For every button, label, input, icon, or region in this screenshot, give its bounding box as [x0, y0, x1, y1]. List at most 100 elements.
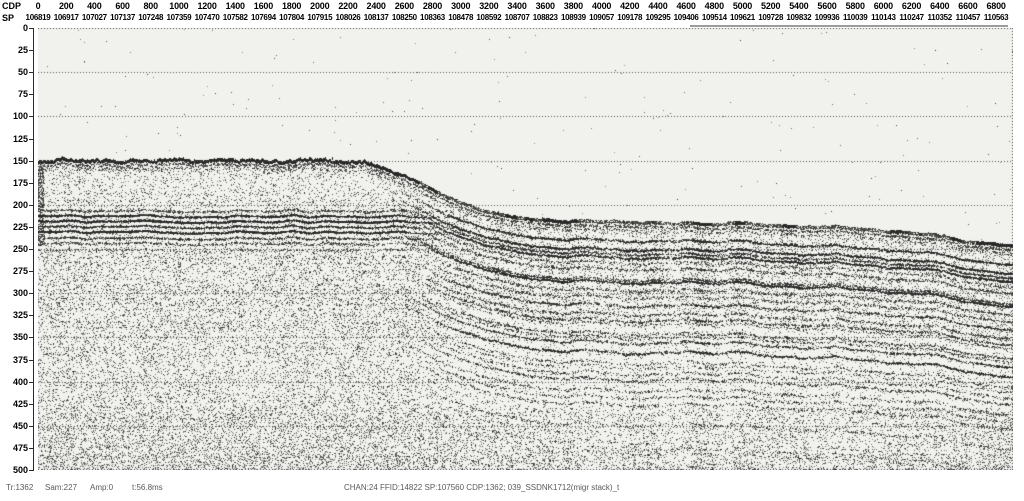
cdp-header-value: 2200 [338, 1, 358, 11]
sp-header-value: 107359 [166, 13, 192, 22]
cdp-header-value: 3000 [451, 1, 471, 11]
time-axis-tick [29, 249, 33, 250]
sp-header-value: 109621 [730, 13, 755, 22]
sp-header-value: 110143 [871, 13, 896, 22]
cdp-header-value: 4600 [676, 1, 696, 11]
time-axis-tick [29, 50, 33, 51]
sp-header-value: 108707 [504, 13, 530, 22]
time-axis-tick-label: 275 [12, 266, 28, 276]
cdp-header-value: 1200 [197, 1, 217, 11]
cdp-header-value: 4800 [704, 1, 724, 11]
cdp-header-value: 4000 [591, 1, 612, 11]
cdp-header-value: 3400 [507, 1, 527, 11]
cdp-header-value: 400 [87, 1, 102, 11]
status-trace-header-info: CHAN:24 FFID:14822 SP:107560 CDP:1362; 0… [344, 483, 620, 492]
time-axis-tick [29, 315, 33, 316]
cdp-header-value: 600 [115, 1, 130, 11]
time-axis-tick-label: 100 [12, 111, 28, 121]
cdp-header-value: 6800 [986, 1, 1006, 11]
cdp-axis-label: CDP [2, 1, 22, 11]
cdp-header-value: 6600 [958, 1, 978, 11]
time-axis-tick-label: 75 [17, 89, 28, 99]
sp-header-value: 109514 [701, 13, 727, 22]
time-axis-tick-label: 475 [12, 443, 28, 453]
time-axis-tick-label: 250 [12, 244, 28, 254]
time-axis-tick-label: 425 [12, 399, 28, 409]
cdp-header-value: 2600 [394, 1, 414, 11]
sp-axis-label: SP [2, 13, 15, 23]
cdp-header-value: 6000 [873, 1, 893, 11]
time-axis-tick [29, 293, 33, 294]
time-axis-tick-label: 125 [12, 134, 28, 144]
cdp-header-value: 4200 [620, 1, 640, 11]
cdp-header-value: 6200 [901, 1, 922, 11]
cdp-header-value: 1000 [169, 1, 189, 11]
time-axis-tick-label: 450 [12, 421, 28, 431]
time-axis-tick-label: 150 [12, 156, 28, 166]
sp-header-value: 107137 [110, 13, 135, 22]
time-axis-tick-label: 50 [17, 67, 28, 77]
cdp-header-value: 3800 [563, 1, 583, 11]
sp-header-value: 110352 [927, 13, 952, 22]
time-axis-tick [29, 139, 33, 140]
time-axis-tick [29, 426, 33, 427]
status-time: t:56.8ms [132, 483, 163, 492]
sp-header-value: 109406 [673, 13, 699, 22]
sp-header-value: 108823 [532, 13, 558, 22]
sp-header-value: 109057 [589, 13, 615, 22]
sp-header-value: 108363 [420, 13, 445, 22]
time-axis-tick-label: 175 [12, 178, 28, 188]
sp-header-value: 107804 [279, 13, 305, 22]
seismic-plot-area [38, 28, 1013, 470]
sp-header-value: 108026 [335, 13, 361, 22]
sp-header-value: 107248 [138, 13, 164, 22]
time-axis-tick [29, 448, 33, 449]
time-axis-tick [29, 94, 33, 95]
time-axis-tick-label: 25 [17, 45, 28, 55]
status-sample: Sam:227 [45, 483, 78, 492]
cdp-header-value: 1400 [225, 1, 245, 11]
cdp-header-value: 800 [143, 1, 158, 11]
sp-header-value: 109936 [814, 13, 840, 22]
time-axis-tick [29, 271, 33, 272]
time-axis-tick-label: 500 [12, 465, 28, 475]
time-axis-tick-label: 0 [22, 23, 28, 33]
cdp-header-value: 2400 [366, 1, 386, 11]
sp-header-value: 106917 [53, 13, 79, 22]
time-axis-tick [29, 470, 33, 471]
time-axis-line [33, 28, 34, 471]
header-extent-bar [690, 25, 1008, 27]
cdp-header-value: 0 [35, 1, 41, 11]
cdp-header-value: 3600 [535, 1, 555, 11]
time-axis-tick-label: 400 [12, 377, 28, 387]
cdp-header-value: 4400 [648, 1, 668, 11]
time-axis-tick [29, 161, 33, 162]
sp-header-value: 110563 [983, 13, 1009, 22]
cdp-header-value: 2000 [310, 1, 330, 11]
sp-header-value: 107582 [222, 13, 248, 22]
sp-header-value: 107470 [194, 13, 220, 22]
cdp-header-value: 1800 [281, 1, 302, 11]
time-axis-tick-label: 300 [12, 288, 28, 298]
status-trace: Tr:1362 [6, 483, 34, 492]
time-axis-tick-label: 325 [12, 310, 28, 320]
time-axis-tick [29, 360, 33, 361]
time-axis-tick [29, 227, 33, 228]
sp-header-value: 108592 [476, 13, 502, 22]
sp-header-value: 108137 [363, 13, 389, 22]
cdp-header-value: 3200 [479, 1, 499, 11]
cdp-header-value: 5600 [817, 1, 837, 11]
time-axis-tick-label: 350 [12, 332, 28, 342]
cdp-header-value: 5400 [789, 1, 809, 11]
sp-header-value: 107027 [81, 13, 107, 22]
sp-header-value: 108939 [560, 13, 586, 22]
sp-header-value: 110457 [955, 13, 981, 22]
time-axis-tick-label: 225 [12, 222, 28, 232]
time-axis-tick [29, 28, 33, 29]
sp-header-value: 106819 [25, 13, 51, 22]
cdp-header-value: 2800 [422, 1, 443, 11]
seismic-section-canvas[interactable] [38, 28, 1013, 470]
sp-header-value: 110247 [899, 13, 924, 22]
cdp-header-value: 5200 [761, 1, 781, 11]
